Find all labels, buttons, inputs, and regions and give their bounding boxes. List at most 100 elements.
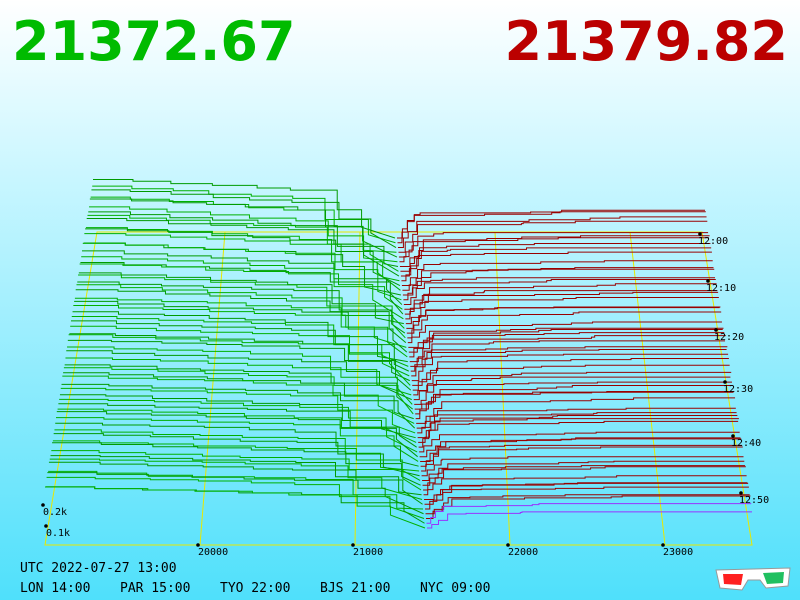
ask-line [398,220,708,253]
time-label: 12:20 [714,332,744,343]
ask-line [411,346,728,377]
bid-line [61,383,416,429]
ask-line [421,446,743,472]
ask-line [399,235,710,268]
ask-line [423,466,746,491]
ask-line [397,209,705,239]
ask-line [402,267,714,291]
ask-line [416,397,736,424]
bid-line [79,263,404,320]
ask-line [413,371,732,401]
time-label: 12:50 [739,495,769,506]
bid-line [80,261,404,315]
ask-line [417,412,737,434]
bid-line [47,472,424,515]
bid-line [81,256,403,310]
bid-line [50,455,422,496]
zone-time: PAR 15:00 [120,581,190,596]
ask-line [420,444,742,467]
bid-line [45,486,425,524]
ask-line [421,456,744,477]
time-zones: LON 14:00 PAR 15:00 TYO 22:00 BJS 21:00 NYC … [20,581,490,596]
price-label: 20000 [198,547,228,558]
bid-line [78,272,404,325]
ask-line [398,232,709,258]
price-dot [506,543,510,547]
bid-line [73,305,408,358]
size-dot [44,524,48,528]
ask-line [408,327,724,353]
bid-line [59,394,416,439]
zone-time: TYO 22:00 [220,581,290,596]
bid-line [56,417,419,462]
bid-line [74,300,408,353]
ask-line [410,335,726,367]
red-lens[interactable] [723,574,743,585]
3d-glasses-toggle[interactable] [715,567,791,591]
ask-line [409,332,725,358]
time-label: 12:40 [731,438,761,449]
green-lens[interactable] [763,572,784,584]
ask-line [417,415,738,439]
bid-line [54,429,420,472]
time-dot [698,232,702,236]
bid-line [92,185,396,244]
ask-line [405,296,719,325]
floor-line [629,231,666,546]
bid-line [88,211,399,268]
time-dot [731,434,735,438]
zone-time: LON 14:00 [20,581,90,596]
bid-line [63,372,414,420]
ask-line [402,268,715,296]
bid-line [82,242,402,301]
ask-line [412,364,730,391]
ask-line [426,495,751,519]
ask-line [422,460,745,481]
ask-line [403,277,716,301]
bid-line [84,233,401,291]
bid-line [86,218,400,277]
price-dot [661,543,665,547]
bid-line [91,189,397,248]
bid-line [69,333,410,382]
price-dot [196,543,200,547]
time-label: 12:10 [706,283,736,294]
ask-line [424,482,749,505]
bid-line [93,179,396,239]
price-label: 22000 [508,547,538,558]
ask-line [415,390,735,420]
ask-line [418,418,739,448]
ask-line [404,283,717,310]
price-dot [351,543,355,547]
ask-line [410,348,727,372]
ask-line [420,438,742,462]
zone-time: BJS 21:00 [320,581,390,596]
time-label: 12:00 [698,236,728,247]
ask-line [400,243,711,272]
ask-line [415,391,734,415]
time-dot [706,279,710,283]
bid-line [45,486,426,529]
size-dot [41,503,45,507]
bid-price: 21372.67 [12,10,296,73]
ask-line [403,279,716,306]
ask-line [401,260,713,287]
ask-line [427,511,752,529]
ask-price: 21379.82 [504,10,788,73]
bid-line [70,325,410,377]
time-dot [723,380,727,384]
ask-line [408,329,723,348]
bid-line [90,196,397,253]
bid-line [53,433,420,477]
ask-line [409,340,726,363]
ask-line [416,407,736,429]
ask-line [412,358,729,386]
size-label: 0.1k [46,528,70,539]
bid-line [52,442,421,486]
bid-line [65,357,413,405]
ask-line [404,290,718,315]
time-dot [714,328,718,332]
ask-line [426,503,752,524]
ask-line [406,306,721,334]
